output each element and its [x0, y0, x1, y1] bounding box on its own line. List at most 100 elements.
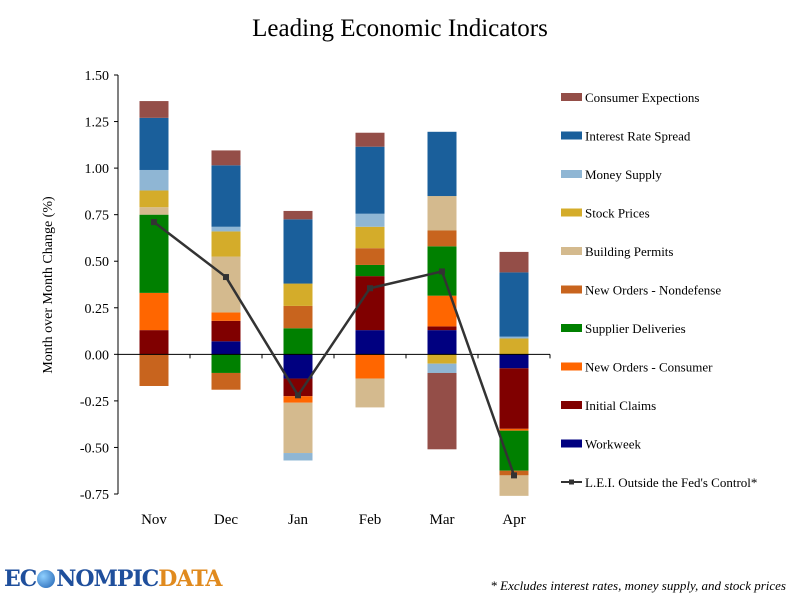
- globe-icon: [37, 570, 56, 588]
- bar-segment-new-orders-nondefense-jan: [283, 305, 313, 329]
- y-tick-label: -0.50: [80, 441, 109, 456]
- bar-segment-new-orders-consumer-apr: [499, 428, 529, 431]
- x-tick-label-nov: Nov: [141, 512, 167, 528]
- legend-label-building-permits: Building Permits: [585, 244, 673, 259]
- lei-point-jan: [295, 392, 301, 399]
- bar-segment-workweek-mar: [427, 330, 457, 355]
- y-tick-label: -0.75: [80, 488, 109, 503]
- bar-segment-initial-claims-mar: [427, 326, 457, 331]
- x-tick-label-apr: Apr: [502, 512, 525, 528]
- bar-segment-building-permits-dec: [211, 256, 241, 313]
- lei-line: [153, 221, 516, 476]
- bar-segment-new-orders-consumer-dec: [211, 312, 241, 321]
- bar-segment-supplier-deliveries-feb: [355, 264, 385, 277]
- lei-point-mar: [439, 268, 445, 275]
- y-tick-label: 0.75: [85, 209, 110, 224]
- bar-segment-building-permits-jan: [283, 402, 313, 454]
- legend-swatch-money-supply: [561, 170, 582, 178]
- legend-label-supplier-deliveries: Supplier Deliveries: [585, 321, 686, 336]
- bar-segment-consumer-expections-feb: [355, 132, 385, 147]
- bar-segment-building-permits-feb: [355, 378, 385, 408]
- logo-text-2: NOMPIC: [56, 566, 159, 592]
- bar-segment-interest-rate-spread-dec: [211, 165, 241, 227]
- bar-segment-consumer-expections-mar: [427, 372, 457, 450]
- bar-segment-money-supply-nov: [139, 169, 169, 191]
- bar-segment-building-permits-nov: [139, 207, 169, 215]
- bar-segment-supplier-deliveries-apr: [499, 430, 529, 471]
- legend-swatch-consumer-expections: [561, 93, 582, 101]
- bar-segment-stock-prices-nov: [139, 190, 169, 208]
- legend-swatch-interest-rate-spread: [561, 131, 582, 140]
- y-tick-label: 1.25: [85, 116, 110, 131]
- bar-segment-workweek-apr: [499, 354, 529, 369]
- bar-segment-new-orders-consumer-jan: [283, 396, 313, 403]
- y-tick-label: 0.00: [85, 348, 110, 363]
- logo-text-1: EC: [4, 566, 37, 592]
- footnote: * Excludes interest rates, money supply,…: [490, 578, 786, 593]
- bar-segment-supplier-deliveries-nov: [139, 214, 169, 293]
- chart-title: Leading Economic Indicators: [252, 15, 548, 42]
- bar-segment-stock-prices-dec: [211, 231, 241, 257]
- line-series-group: [151, 219, 517, 479]
- bar-segment-building-permits-mar: [427, 196, 457, 231]
- legend-swatch-supplier-deliveries: [561, 324, 582, 332]
- y-tick-label: 0.50: [85, 255, 110, 270]
- bar-segment-money-supply-jan: [283, 453, 313, 461]
- bars-group: [139, 101, 529, 496]
- legend-swatch-new-orders-nondefense: [561, 285, 582, 294]
- bar-segment-initial-claims-nov: [139, 330, 169, 355]
- legend-label-interest-rate-spread: Interest Rate Spread: [585, 129, 691, 144]
- y-tick-label: 1.50: [85, 69, 110, 84]
- bar-segment-stock-prices-feb: [355, 226, 385, 249]
- bar-segment-workweek-dec: [211, 341, 241, 355]
- bar-segment-initial-claims-apr: [499, 368, 529, 429]
- legend-swatch-new-orders-consumer: [561, 362, 582, 371]
- legend-label-money-supply: Money Supply: [585, 167, 662, 182]
- y-tick-label: -0.25: [80, 395, 109, 410]
- bar-segment-initial-claims-dec: [211, 320, 241, 342]
- bar-segment-money-supply-feb: [355, 213, 385, 227]
- x-tick-label-feb: Feb: [359, 512, 382, 528]
- legend: Consumer Expections Interest Rate Spread M…: [561, 90, 757, 490]
- legend-swatch-workweek: [561, 439, 582, 448]
- bar-segment-workweek-jan: [283, 354, 313, 379]
- x-tick-label-dec: Dec: [214, 512, 238, 528]
- bar-segment-new-orders-consumer-nov: [139, 292, 169, 331]
- lei-point-dec: [223, 274, 229, 281]
- legend-label-consumer-expections: Consumer Expections: [585, 90, 699, 105]
- x-tick-label-jan: Jan: [288, 512, 308, 528]
- legend-label-l-e-i-outside-the-fed-s-control: L.E.I. Outside the Fed's Control*: [585, 475, 757, 490]
- legend-label-stock-prices: Stock Prices: [585, 206, 650, 221]
- bar-segment-consumer-expections-nov: [139, 101, 169, 118]
- legend-label-new-orders-nondefense: New Orders - Nondefense: [585, 283, 721, 298]
- legend-swatch-building-permits: [561, 247, 582, 255]
- bar-segment-consumer-expections-dec: [211, 150, 241, 166]
- bar-segment-consumer-expections-jan: [283, 210, 313, 220]
- bar-segment-new-orders-consumer-feb: [355, 354, 385, 379]
- legend-swatch-stock-prices: [561, 208, 582, 217]
- legend-label-workweek: Workweek: [585, 437, 641, 452]
- y-axis-label: Month over Month Change (%): [41, 196, 56, 374]
- bar-segment-stock-prices-mar: [427, 354, 457, 364]
- bar-segment-new-orders-nondefense-nov: [139, 354, 169, 386]
- y-tick-label: 0.25: [85, 302, 110, 317]
- lei-point-apr: [511, 472, 517, 479]
- bar-segment-supplier-deliveries-jan: [283, 328, 313, 355]
- legend-label-initial-claims: Initial Claims: [585, 398, 656, 413]
- economicdata-logo: EC NOMPICDATA: [4, 566, 222, 592]
- legend-swatch-initial-claims: [561, 401, 582, 409]
- bar-segment-interest-rate-spread-apr: [499, 272, 529, 337]
- bar-segment-consumer-expections-apr: [499, 251, 529, 273]
- bar-segment-interest-rate-spread-feb: [355, 146, 385, 214]
- legend-line-marker: [569, 479, 574, 485]
- bar-segment-workweek-feb: [355, 330, 385, 355]
- lei-point-feb: [367, 285, 373, 292]
- bar-segment-money-supply-dec: [211, 226, 241, 232]
- bar-segment-building-permits-apr: [499, 475, 529, 496]
- bar-segment-supplier-deliveries-dec: [211, 354, 241, 373]
- legend-label-new-orders-consumer: New Orders - Consumer: [585, 360, 713, 375]
- bar-segment-interest-rate-spread-mar: [427, 131, 457, 197]
- x-tick-label-mar: Mar: [430, 512, 455, 528]
- y-tick-label: 1.00: [85, 162, 110, 177]
